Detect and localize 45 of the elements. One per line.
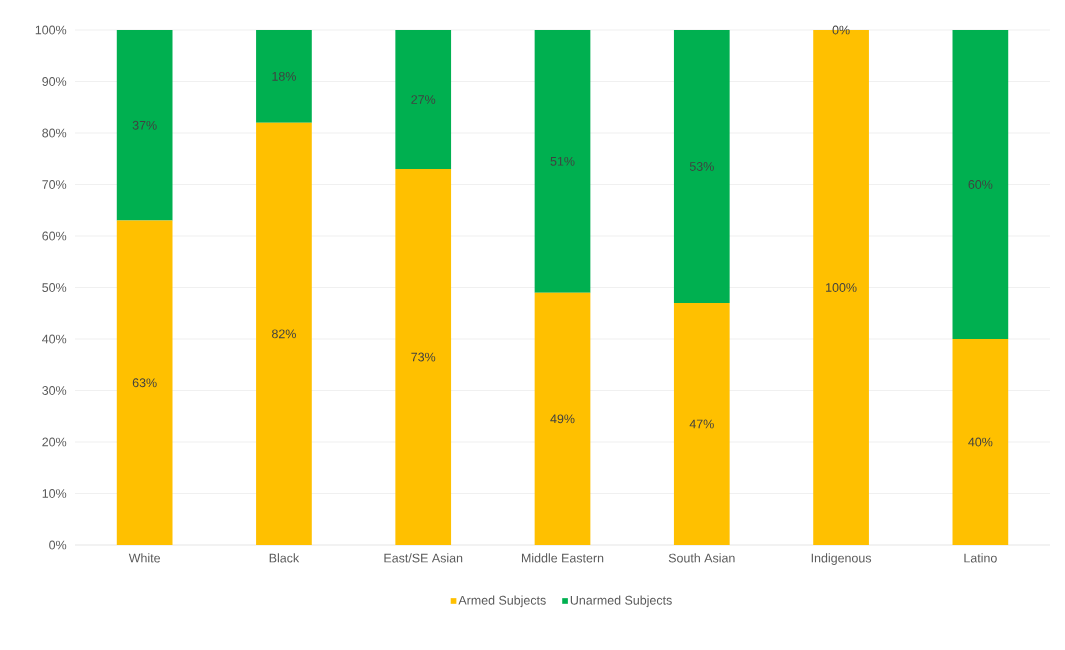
x-tick-label: South Asian (668, 553, 735, 563)
bar (116, 220, 173, 545)
bar (952, 339, 1009, 545)
y-tick-label: 10% (42, 489, 67, 498)
data-label: 53% (689, 162, 714, 171)
bar (534, 292, 591, 545)
data-label: 27% (411, 95, 436, 104)
bar (395, 29, 452, 170)
data-label: 40% (968, 437, 993, 447)
bar (673, 302, 730, 545)
bar (116, 29, 173, 221)
y-tick-label: 80% (42, 128, 67, 138)
y-tick-label: 20% (42, 437, 67, 447)
x-tick-label: Middle Eastern (521, 553, 604, 563)
data-label: 60% (968, 180, 993, 189)
data-label: 63% (132, 378, 157, 388)
y-tick-label: 60% (42, 231, 67, 241)
y-tick-label: 30% (42, 386, 67, 395)
bar (256, 122, 312, 545)
legend-label: Armed Subjects (458, 595, 546, 608)
y-tick-label: 40% (42, 334, 67, 344)
data-label: 18% (272, 71, 296, 81)
data-label: 37% (132, 120, 157, 130)
data-label: 49% (550, 414, 575, 424)
data-label: 73% (411, 352, 436, 362)
y-tick-label: 100% (35, 25, 67, 35)
x-tick-label: Black (269, 553, 300, 563)
bar (673, 29, 730, 303)
x-tick-label: White (128, 553, 161, 563)
x-tick-label: East/SE Asian (384, 553, 463, 563)
data-label: 51% (550, 156, 575, 166)
data-label: 47% (689, 419, 714, 429)
data-label: 82% (272, 329, 296, 339)
bar (534, 29, 591, 293)
y-tick-label: 0% (49, 540, 67, 550)
y-tick-label: 70% (42, 180, 67, 189)
bar (952, 29, 1009, 339)
y-tick-label: 90% (42, 77, 67, 86)
legend-label: Unarmed Subjects (570, 595, 672, 608)
y-tick-label: 50% (42, 283, 67, 292)
bar (395, 169, 452, 545)
x-tick-label: Indigenous (811, 553, 872, 565)
bar (256, 29, 312, 123)
data-label: 100% (826, 283, 857, 292)
x-tick-label: Latino (964, 553, 997, 563)
